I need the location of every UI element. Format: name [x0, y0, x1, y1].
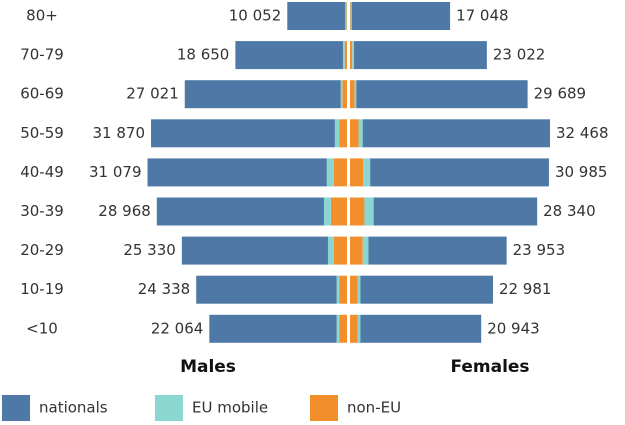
bar-segment: [364, 197, 374, 226]
bar-segment: [350, 80, 355, 109]
bar-segment: [354, 41, 487, 70]
bar-segment: [360, 275, 493, 304]
bar-segment: [368, 236, 507, 265]
bar-segment: [350, 2, 352, 30]
value-label: 23 953: [513, 241, 566, 259]
bar-segment: [350, 119, 359, 148]
bar-segment: [350, 275, 358, 304]
category-label: 10-19: [20, 280, 64, 298]
bar-segment: [350, 197, 365, 226]
bar-segment: [287, 2, 346, 30]
bar-segment: [357, 314, 361, 343]
bar-segment: [326, 158, 334, 187]
bar-segment: [360, 314, 482, 343]
bar-segment: [336, 314, 340, 343]
value-label: 31 870: [93, 124, 146, 142]
bar-segment: [356, 80, 528, 109]
bar-segment: [196, 275, 337, 304]
bar-segment: [351, 2, 451, 30]
value-label: 24 338: [138, 280, 191, 298]
bar-segment: [350, 314, 358, 343]
bar-segment: [345, 2, 347, 30]
bar-segment: [334, 119, 340, 148]
value-label: 28 968: [98, 202, 151, 220]
bar-segment: [209, 314, 337, 343]
category-label: 60-69: [20, 85, 64, 103]
bar-segment: [342, 41, 345, 70]
legend-label: non-EU: [347, 399, 401, 417]
category-label: 80+: [26, 7, 58, 25]
value-label: 25 330: [123, 241, 176, 259]
bar-segment: [156, 197, 324, 226]
bar-segment: [350, 2, 351, 30]
value-label: 27 021: [126, 85, 179, 103]
bar-segment: [333, 236, 347, 265]
bar-segment: [342, 80, 347, 109]
bar-segment: [184, 80, 341, 109]
bar-segment: [327, 236, 334, 265]
category-label: 30-39: [20, 202, 64, 220]
value-label: 17 048: [456, 7, 509, 25]
bar-segment: [344, 41, 347, 70]
bar-segment: [339, 314, 347, 343]
bar-segment: [357, 275, 361, 304]
bar-segment: [350, 158, 364, 187]
bar-segment: [151, 119, 335, 148]
legend-swatch: [310, 395, 338, 421]
bar-segment: [333, 158, 347, 187]
bar-segment: [330, 197, 347, 226]
value-label: 23 022: [493, 46, 546, 64]
bar-segment: [350, 41, 353, 70]
category-label: 20-29: [20, 241, 64, 259]
bar-segment: [350, 236, 363, 265]
group-label: Females: [450, 357, 529, 377]
bar-segment: [370, 158, 549, 187]
bar-segment: [235, 41, 343, 70]
bar-segment: [339, 119, 347, 148]
category-label: <10: [26, 319, 58, 337]
bar-segment: [346, 2, 347, 30]
group-label: Males: [180, 357, 236, 377]
bar-segment: [362, 236, 369, 265]
value-label: 29 689: [534, 85, 587, 103]
bar-segment: [352, 41, 355, 70]
bar-segment: [181, 236, 328, 265]
value-label: 32 468: [556, 124, 609, 142]
value-label: 30 985: [555, 163, 608, 181]
value-label: 22 064: [151, 319, 204, 337]
value-label: 20 943: [487, 319, 540, 337]
bar-segment: [354, 80, 357, 109]
category-label: 70-79: [20, 46, 64, 64]
value-label: 22 981: [499, 280, 551, 298]
legend-label: nationals: [39, 399, 108, 417]
bar-segment: [358, 119, 363, 148]
legend-label: EU mobile: [192, 399, 268, 417]
bar-segment: [363, 158, 371, 187]
value-label: 31 079: [89, 163, 142, 181]
legend-swatch: [155, 395, 183, 421]
bar-segment: [339, 275, 347, 304]
legend-swatch: [2, 395, 30, 421]
category-label: 40-49: [20, 163, 64, 181]
bar-segment: [323, 197, 331, 226]
category-label: 50-59: [20, 124, 64, 142]
bar-segment: [336, 275, 340, 304]
value-label: 10 052: [229, 7, 282, 25]
value-label: 18 650: [177, 46, 230, 64]
bar-segment: [373, 197, 538, 226]
value-label: 28 340: [543, 202, 596, 220]
bar-segment: [340, 80, 343, 109]
bar-segment: [147, 158, 327, 187]
bar-segment: [362, 119, 550, 148]
